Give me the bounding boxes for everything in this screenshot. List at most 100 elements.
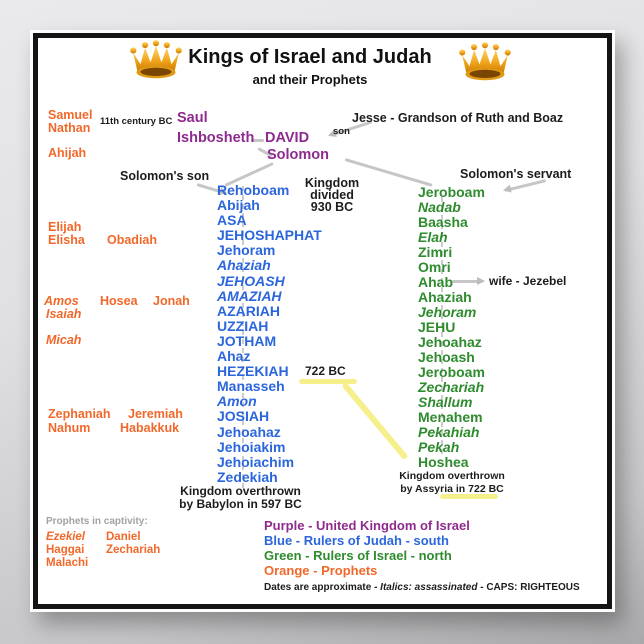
king-manasseh: Manasseh (217, 378, 285, 395)
king-amon: Amon (217, 393, 257, 410)
kingdom-divided-label: Kingdom divided 930 BC (301, 176, 363, 214)
israel-kings-column: Jeroboam Nadab Baasha Elah Zimri Omri Ah… (418, 185, 485, 470)
page-subtitle: and their Prophets (252, 72, 368, 87)
king-jehoahaz-israel: Jehoahaz (418, 334, 482, 350)
king-abijah: Abijah (217, 197, 260, 214)
prophet-ezekiel: Ezekiel (46, 531, 85, 543)
king-jehoahaz-judah: Jehoahaz (217, 423, 281, 440)
king-jotham: JOTHAM (217, 332, 277, 349)
son-label: son (333, 126, 350, 137)
crown-icon (130, 40, 182, 79)
prophet-samuel: Samuel (48, 108, 93, 122)
legend-note: Dates are approximate - Italics: assassi… (264, 582, 580, 593)
king-jehoram-judah: Jehoram (217, 242, 276, 259)
king-ahaz: Ahaz (217, 348, 251, 365)
king-jeroboam-ii: Jeroboam (418, 364, 485, 380)
highlight-assyria-722bc-underline (440, 494, 498, 499)
jesse-note: Jesse - Grandson of Ruth and Boaz (352, 111, 564, 125)
prophet-jonah: Jonah (153, 294, 190, 308)
king-ahab: Ahab (418, 274, 453, 290)
jezebel-note: wife - Jezebel (489, 274, 567, 288)
king-zedekiah: Zedekiah (217, 468, 278, 485)
king-nadab: Nadab (418, 199, 461, 215)
king-ishbosheth: Ishbosheth (177, 130, 255, 146)
babylon-overthrow-note: Kingdom overthrown by Babylon in 597 BC (158, 485, 323, 511)
poster (30, 30, 615, 612)
king-jehoash-israel: Jehoash (418, 349, 475, 365)
king-baasha: Baasha (418, 214, 468, 230)
babylon-note-line1: Kingdom overthrown (180, 484, 301, 498)
hezekiah-722bc-label: 722 BC (305, 364, 346, 378)
line-ishbosheth-david (251, 139, 264, 142)
prophet-hosea: Hosea (100, 294, 138, 308)
king-uzziah: UZZIAH (217, 317, 269, 334)
legend-green: Green - Rulers of Israel - north (264, 548, 452, 563)
solomons-servant-label: Solomon's servant (460, 167, 572, 181)
king-zimri: Zimri (418, 244, 453, 260)
king-omri: Omri (418, 259, 451, 275)
king-azariah: AZARIAH (217, 302, 280, 319)
legend-note-caps: - CAPS: RIGHTEOUS (477, 582, 580, 593)
king-solomon: Solomon (267, 147, 330, 163)
legend-note-dates: Dates are approximate (264, 582, 375, 593)
poster-frame (33, 33, 612, 609)
king-jehoram-israel: Jehoram (418, 304, 477, 320)
prophet-malachi: Malachi (46, 557, 89, 569)
king-menahem: Menahem (418, 409, 483, 425)
king-hezekiah: HEZEKIAH (217, 363, 289, 380)
prophet-jeremiah: Jeremiah (128, 407, 183, 421)
assyria-note-line2: by Assyria in 722 BC (396, 483, 508, 496)
king-rehoboam: Rehoboam (217, 182, 290, 198)
king-asa: ASA (217, 212, 247, 229)
highlight-722bc-underline (299, 379, 357, 384)
king-ahaziah-israel: Ahaziah (418, 289, 472, 305)
kingdom-divided-line1: Kingdom (304, 176, 360, 190)
king-josiah: JOSIAH (217, 408, 270, 425)
prophet-nahum: Nahum (48, 421, 91, 435)
prophet-nathan: Nathan (48, 121, 91, 135)
prophet-daniel: Daniel (106, 531, 141, 543)
judah-kings-column: Rehoboam Abijah ASA JEHOSHAPHAT Jehoram … (217, 182, 322, 485)
kingdom-divided-line2: divided (310, 188, 354, 202)
assyria-note-line1: Kingdom overthrown (399, 470, 505, 482)
assyria-note-date: 722 BC (468, 482, 504, 495)
prophet-zechariah: Zechariah (106, 544, 161, 556)
prophet-micah: Micah (46, 333, 82, 347)
king-amaziah: AMAZIAH (217, 287, 282, 304)
king-jehoiachim: Jehoiachim (217, 453, 295, 470)
prophet-haggai: Haggai (46, 544, 85, 556)
highlight-assyria-diagonal (341, 382, 409, 461)
king-jehoiakim: Jehoiakim (217, 438, 286, 455)
king-ahaziah-judah: Ahaziah (217, 257, 271, 274)
legend-note-italics: - Italics: assassinated (374, 582, 478, 593)
king-pekah: Pekah (418, 439, 460, 455)
king-jehu: JEHU (418, 319, 456, 335)
king-david: DAVID (265, 130, 310, 146)
legend-orange: Orange - Prophets (264, 563, 378, 578)
king-pekahiah: Pekahiah (418, 424, 480, 440)
arrow-ahab-to-jezebel (452, 277, 485, 285)
king-jehoash-judah: JEHOASH (217, 272, 285, 289)
assyria-overthrow-note: Kingdom overthrown by Assyria in 722 BC (396, 470, 508, 495)
assyria-note-text: by Assyria in (400, 482, 469, 495)
legend-purple: Purple - United Kingdom of Israel (264, 518, 470, 533)
legend-blue: Blue - Rulers of Judah - south (264, 533, 449, 548)
page-title: Kings of Israel and Judah (188, 46, 432, 68)
prophet-elijah: Elijah (48, 220, 82, 234)
captivity-heading: Prophets in captivity: (46, 516, 148, 527)
prophet-ahijah: Ahijah (48, 146, 87, 160)
prophet-amos: Amos (44, 294, 79, 308)
king-elah: Elah (418, 229, 448, 245)
king-shallum: Shallum (418, 394, 473, 410)
prophet-habakkuk: Habakkuk (120, 421, 180, 435)
judah-succession-line (242, 186, 244, 490)
solomons-son-label: Solomon's son (120, 169, 210, 183)
king-hoshea: Hoshea (418, 454, 469, 470)
era-label: 11th century BC (100, 116, 173, 127)
crown-icon (459, 42, 511, 81)
prophet-zephaniah: Zephaniah (48, 407, 111, 421)
king-jehoshaphat: JEHOSHAPHAT (217, 227, 322, 244)
prophet-obadiah: Obadiah (107, 233, 158, 247)
